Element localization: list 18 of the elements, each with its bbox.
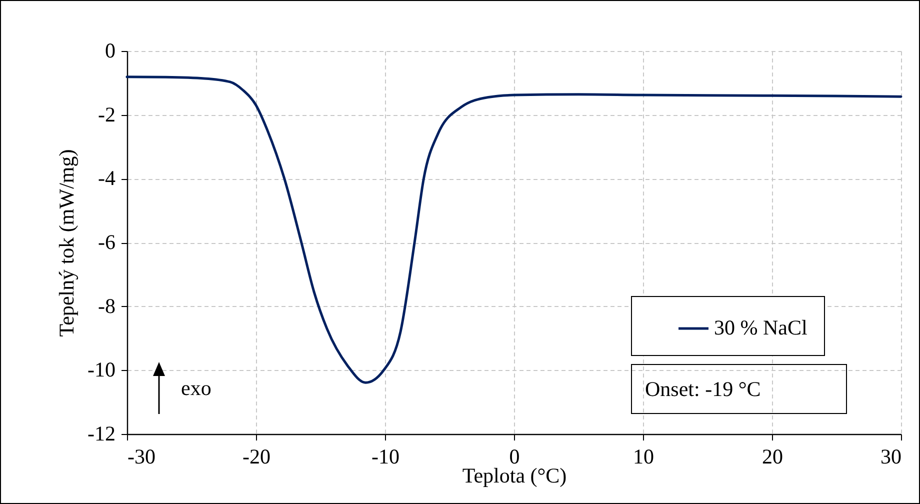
annotation: exo bbox=[181, 376, 212, 400]
x-tick-label: 30 bbox=[880, 444, 902, 468]
x-tick-label: 20 bbox=[762, 444, 783, 468]
y-tick-label: -2 bbox=[98, 102, 116, 126]
legend-label: 30 % NaCl bbox=[714, 316, 808, 340]
y-tick-label: -12 bbox=[88, 422, 116, 446]
y-tick-label: -8 bbox=[98, 294, 116, 318]
y-axis-title: Tepelný tok (mW/mg) bbox=[54, 149, 79, 337]
y-tick-label: -6 bbox=[98, 230, 116, 254]
y-tick-label: 0 bbox=[105, 38, 116, 62]
y-tick-label: -4 bbox=[98, 166, 116, 190]
annotation: Onset: -19 °C bbox=[645, 376, 761, 403]
x-tick-label: -30 bbox=[128, 444, 156, 468]
y-tick-label: -10 bbox=[88, 358, 116, 382]
x-tick-label: -20 bbox=[242, 444, 270, 468]
line-series bbox=[126, 76, 902, 384]
x-tick-label: -10 bbox=[372, 444, 400, 468]
x-tick-label: 10 bbox=[633, 444, 654, 468]
